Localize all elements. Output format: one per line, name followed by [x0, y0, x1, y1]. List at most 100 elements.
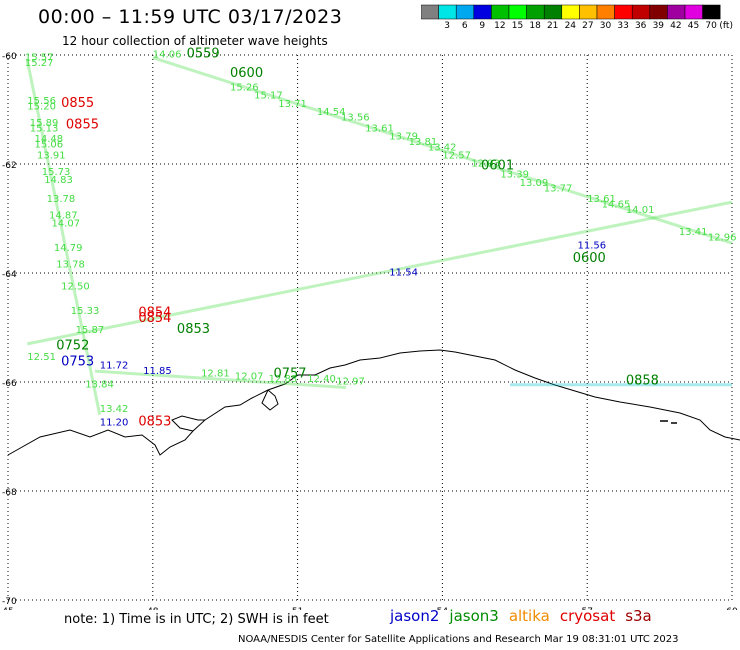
swh-value-label: 13.71: [278, 99, 307, 110]
track-jason3-coast: [94, 369, 346, 389]
lon-tick-label: 48: [147, 607, 159, 610]
swh-value-label: 13.91: [37, 151, 66, 162]
swh-value-label: 15.13: [30, 123, 59, 134]
swh-value-label: 15.57: [25, 52, 54, 63]
swh-value-label: 15.17: [254, 91, 283, 102]
swh-value-label: 14.83: [44, 175, 73, 186]
swh-value-label: 12.57: [442, 151, 471, 162]
lat-tick-label: -64: [2, 270, 17, 280]
swh-value-label: 12.40: [307, 374, 336, 385]
lat-tick-label: -62: [2, 161, 17, 171]
graticule: [7, 54, 733, 601]
swh-value-label: 15.27: [25, 58, 54, 69]
swh-value-label: 15.33: [71, 306, 100, 317]
legend-cryosat: cryosat: [559, 607, 616, 625]
colorbar: [421, 4, 721, 20]
legend-jason3: jason3: [449, 607, 499, 625]
colorbar-label: 30: [599, 21, 612, 31]
swh-value-label: 13.77: [544, 183, 573, 194]
antarctic-coastline: [7, 349, 740, 456]
colorbar-label: 12: [494, 21, 506, 31]
swh-value-label: 14.01: [626, 205, 655, 216]
coastline-inlet: [261, 389, 279, 411]
swh-value-label: 15.87: [76, 325, 105, 336]
swh-value-label: 13.78: [56, 260, 85, 271]
colorbar-labels: 3 6 9 12 15 18 21 24 27 30 33 36 39 42 45 70 (ft): [421, 21, 733, 33]
swh-value-label: 14.07: [51, 219, 80, 230]
swh-value-label: 14.54: [317, 107, 346, 118]
lon-tick-label: 45: [2, 607, 13, 610]
swh-value-label: 12.50: [61, 281, 90, 292]
swh-value-label: 11.85: [143, 366, 172, 377]
lon-tick-label: 54: [437, 607, 449, 610]
swh-value-label: 15.06: [35, 140, 64, 151]
swh-value-label: 13.81: [409, 137, 438, 148]
swh-value-label: 15.26: [230, 82, 259, 93]
swh-value-label: 13.42: [428, 142, 457, 153]
swh-value-label: 12.93: [471, 159, 500, 170]
legend-altika: altika: [508, 607, 550, 625]
footer-note: note: 1) Time is in UTC; 2) SWH is in fe…: [64, 612, 329, 627]
track-jason3-ascending: [27, 200, 733, 346]
lon-tick-label: 51: [292, 607, 303, 610]
pass-time-label: 0853: [177, 322, 210, 337]
pass-time-label: 0752: [56, 338, 89, 353]
swh-value-label: 12.81: [201, 369, 230, 380]
page-title: 00:00 – 11:59 UTC 03/17/2023: [38, 6, 343, 28]
swh-value-label: 13.61: [365, 123, 394, 134]
swh-value-label: 14.06: [153, 50, 182, 61]
swh-value-label: 13.78: [47, 194, 76, 205]
swh-value-label: 12.83: [269, 374, 298, 385]
legend-s3a: s3a: [625, 607, 652, 625]
swh-value-label: 14.65: [602, 200, 631, 211]
swh-value-label: 12.96: [708, 232, 737, 243]
pass-time-label: 0858: [626, 374, 659, 389]
colorbar-label: 42: [670, 21, 682, 31]
swh-value-label: 12.51: [27, 352, 56, 363]
swh-value-label: 13.84: [85, 379, 114, 390]
coastline-peninsula: [171, 415, 205, 432]
swh-value-label: 14.79: [54, 243, 83, 254]
swh-value-label: 11.72: [100, 360, 129, 371]
swh-value-label: 13.61: [587, 194, 616, 205]
pass-time-label: 0600: [230, 66, 263, 81]
colorbar-label: 3: [444, 21, 450, 31]
legend-jason2: jason2: [390, 607, 440, 625]
wave-height-map: 454851545760-60-62-64-66-68-70 15.5715.2…: [2, 47, 740, 610]
colorbar-label: 33: [617, 21, 629, 31]
lat-tick-label: -66: [2, 379, 17, 389]
axis-labels: 45 48 51 54 57 60 -60 -62 -64 -66 -68 -70: [2, 52, 738, 610]
colorbar-label: 70: [705, 21, 717, 31]
colorbar-label: 18: [529, 21, 541, 31]
lat-tick-label: -60: [2, 52, 17, 62]
ice-shelf-marks: [660, 420, 677, 424]
lat-tick-label: -70: [2, 597, 17, 607]
colorbar-label: 15: [511, 21, 524, 31]
pass-time-label: 0601: [481, 158, 514, 173]
colorbar-label: 21: [546, 21, 559, 31]
footer-credit: NOAA/NESDIS Center for Satellite Applica…: [238, 634, 679, 645]
swh-value-label: 13.39: [500, 170, 529, 181]
pass-time-label: 0854: [138, 311, 171, 326]
swh-value-label: 15.73: [42, 167, 71, 178]
swh-value-label: 12.07: [235, 371, 264, 382]
lat-tick-label: -68: [2, 488, 17, 498]
swh-value-label: 12.97: [336, 377, 365, 388]
pass-time-label: 0559: [187, 47, 220, 62]
swh-value-label: 14.87: [49, 211, 78, 222]
colorbar-label: 6: [461, 21, 468, 31]
pass-time-label: 0753: [61, 355, 94, 370]
swh-value-label: 13.09: [520, 178, 549, 189]
lon-tick-label: 60: [726, 607, 738, 610]
lon-tick-label: 57: [581, 607, 592, 610]
colorbar-label: 45: [687, 21, 700, 31]
swh-value-label: 13.56: [341, 112, 370, 123]
colorbar-label: 9: [479, 21, 486, 31]
swh-value-label: 11.56: [578, 240, 607, 251]
swh-value-label: 15.89: [30, 118, 59, 129]
pass-time-label: 0855: [61, 96, 94, 111]
swh-value-label: 11.20: [100, 418, 129, 429]
track-altika-descending: [152, 56, 733, 245]
